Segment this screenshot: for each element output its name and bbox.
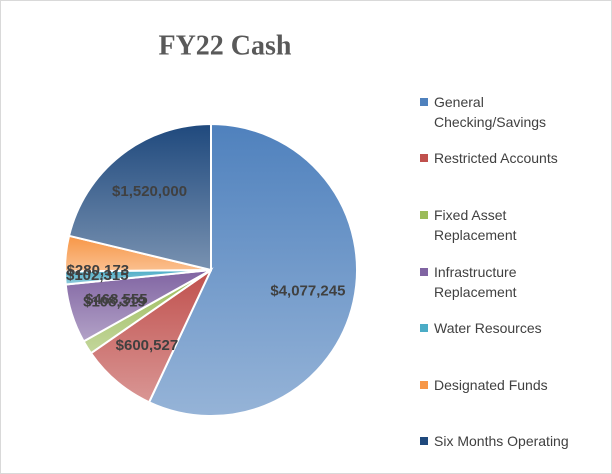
data-label: $468,555 [85, 291, 148, 308]
legend-label: General Checking/Savings [434, 94, 547, 130]
legend-item: General Checking/Savings [420, 92, 580, 132]
legend-swatch [420, 324, 428, 332]
legend-label: Water Resources [434, 320, 542, 336]
legend-item: Restricted Accounts [420, 148, 580, 168]
data-label: $280,173 [67, 262, 130, 279]
data-label: $1,520,000 [112, 183, 187, 200]
legend-label: Six Months Operating [434, 433, 569, 449]
pie-slice [67, 122, 212, 272]
legend-swatch [420, 381, 428, 389]
chart-title: FY22 Cash [158, 30, 291, 61]
data-label: $4,077,245 [270, 283, 345, 300]
legend-swatch [420, 98, 428, 106]
legend-item: Fixed Asset Replacement [420, 205, 580, 245]
legend-label: Infrastructure Replacement [434, 264, 517, 300]
legend-label: Fixed Asset Replacement [434, 207, 517, 243]
legend-swatch [420, 268, 428, 276]
data-label: $102,315 [66, 267, 129, 284]
legend-swatch [420, 211, 428, 219]
legend-swatch [420, 154, 428, 162]
data-label: $108,319 [83, 293, 146, 310]
legend-item: Infrastructure Replacement [420, 262, 580, 302]
data-label: $600,527 [116, 337, 179, 354]
legend-item: Six Months Operating [420, 431, 580, 451]
legend-item: Designated Funds [420, 375, 580, 395]
legend-swatch [420, 437, 428, 445]
legend-label: Designated Funds [434, 377, 548, 393]
pie-slice [147, 122, 358, 417]
legend-label: Restricted Accounts [434, 150, 558, 166]
legend-item: Water Resources [420, 318, 580, 338]
